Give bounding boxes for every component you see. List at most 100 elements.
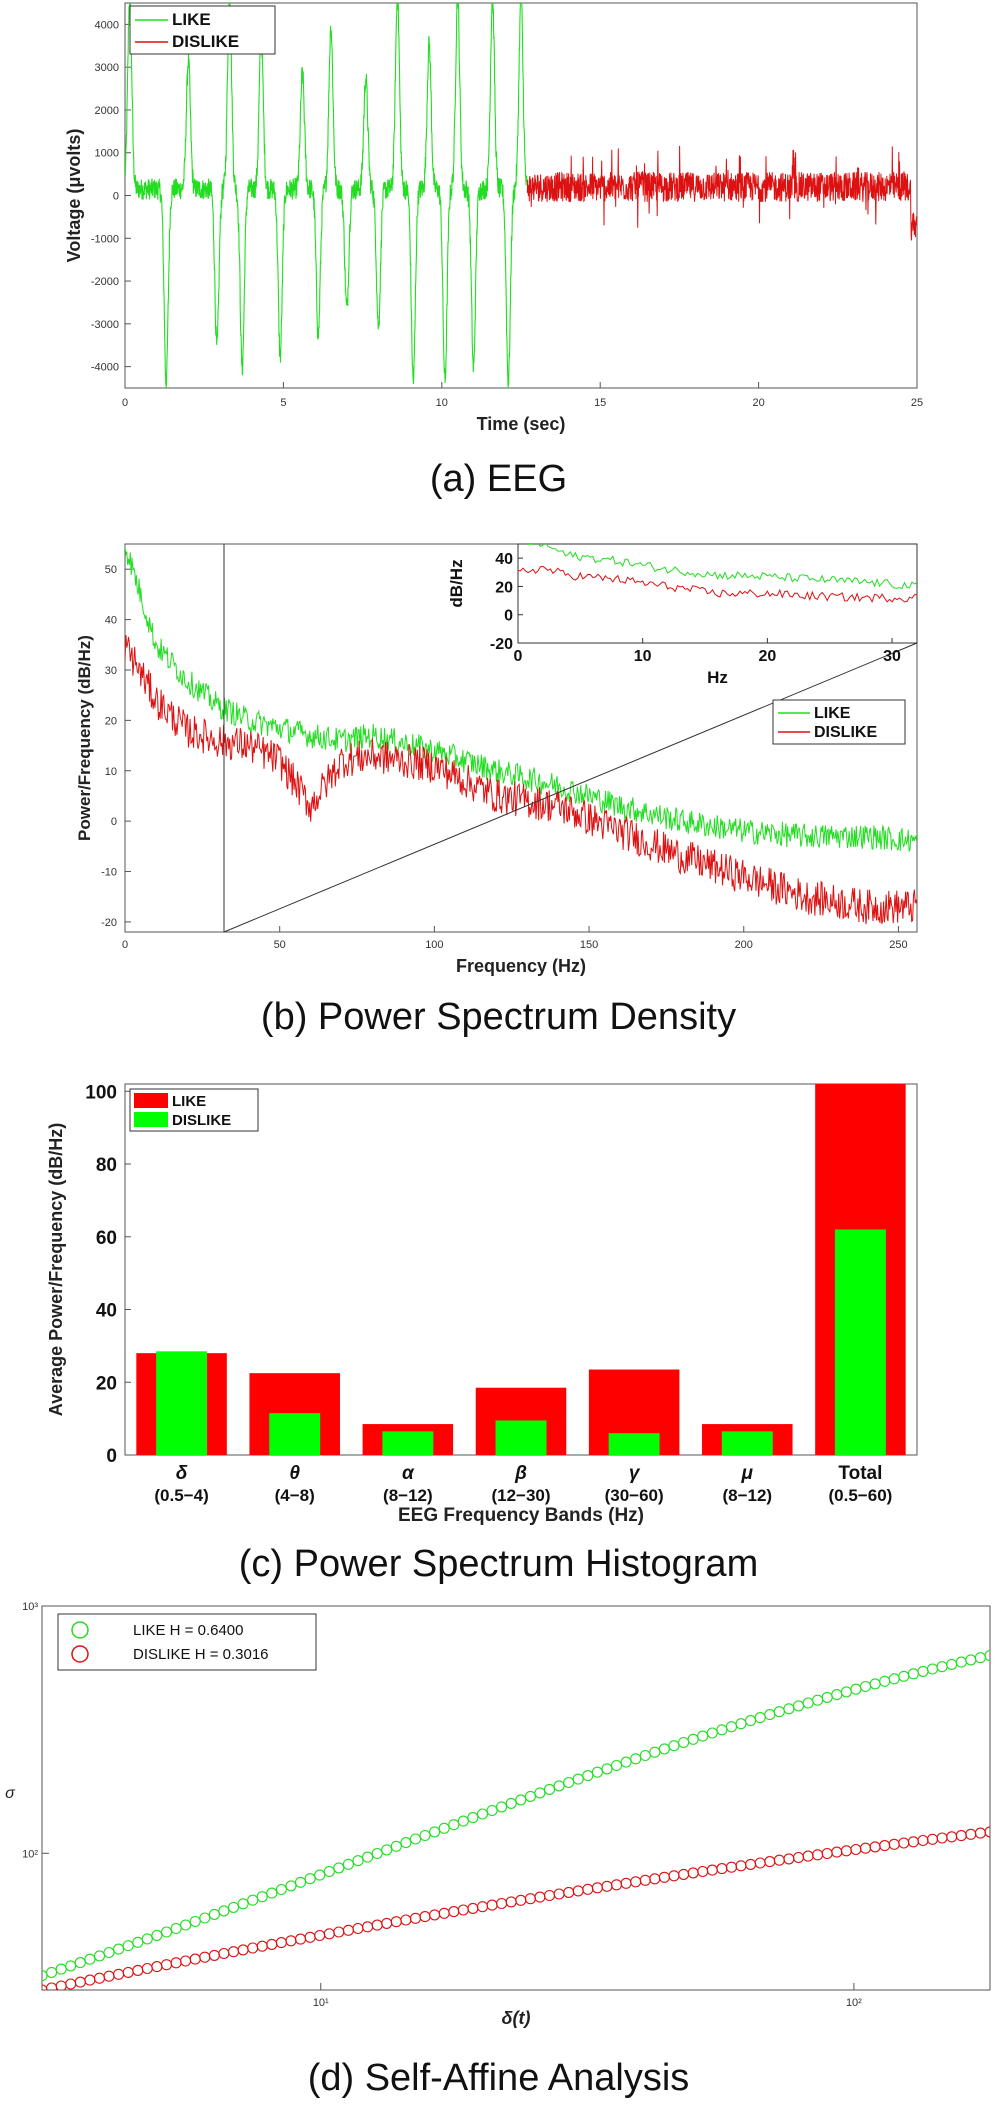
point-like: [658, 1743, 670, 1755]
inset-x-tick-label: 30: [883, 648, 901, 665]
x-tick-symbol: β: [514, 1463, 527, 1484]
point-like: [84, 1953, 96, 1965]
point-like: [515, 1794, 527, 1806]
x-tick-label: 200: [735, 939, 753, 951]
point-like: [429, 1826, 441, 1838]
y-tick-label: 20: [96, 1373, 117, 1394]
x-tick-symbol: γ: [629, 1463, 641, 1484]
point-like: [467, 1812, 479, 1824]
bar-dislike: [495, 1420, 547, 1455]
point-like: [113, 1943, 125, 1955]
inset-y-axis-label: dB/Hz: [447, 559, 466, 607]
x-axis-label: Time (sec): [477, 414, 566, 434]
point-like: [476, 1808, 489, 1820]
y-tick-label: 50: [105, 564, 117, 576]
scatter-group: [42, 1650, 990, 1990]
x-tick-range: (0.5−60): [829, 1486, 893, 1505]
legend-box: [772, 699, 906, 745]
point-like: [610, 1759, 623, 1772]
point-like: [984, 1650, 990, 1662]
point-like: [208, 1908, 220, 1920]
inset-series-like: [527, 544, 917, 590]
bar-dislike: [382, 1431, 434, 1455]
point-like: [151, 1929, 163, 1941]
y-axis-label: Average Power/Frequency (dB/Hz): [46, 1123, 66, 1416]
y-tick-label: 0: [106, 1446, 117, 1467]
x-tick-label: 0: [122, 939, 128, 951]
legend-box: [57, 1613, 317, 1671]
bar-dislike: [156, 1351, 208, 1455]
legend: LIKE DISLIKE: [129, 5, 276, 55]
point-like: [524, 1790, 536, 1802]
y-axis-label: Power/Frequency (dB/Hz): [75, 635, 94, 841]
x-tick-label: 20: [752, 397, 764, 409]
point-like: [160, 1926, 173, 1938]
inset-y-tick-label: 40: [495, 551, 513, 568]
point-like: [218, 1905, 230, 1917]
legend-swatch-like: [71, 1621, 89, 1639]
selfaffine-panel: 10¹ 10² 10² 10³ δ(t) σ LIKE H = 0.6400 DISLIKE …: [0, 1592, 997, 2052]
y-tick-label: 40: [96, 1301, 117, 1322]
x-tick-range: (8−12): [722, 1486, 772, 1505]
point-like: [103, 1946, 115, 1959]
point-like: [649, 1746, 661, 1758]
point-like: [601, 1763, 613, 1775]
y-tick-label: -20: [101, 917, 117, 929]
point-like: [170, 1922, 182, 1935]
point-like: [266, 1887, 278, 1899]
x-tick-symbol: μ: [741, 1463, 754, 1484]
legend: LIKE H = 0.6400 DISLIKE H = 0.3016: [57, 1613, 317, 1671]
x-tick-label: 25: [911, 397, 923, 409]
x-tick-range: (30−60): [605, 1486, 664, 1505]
point-like: [668, 1740, 680, 1752]
x-tick-symbol: δ: [176, 1463, 188, 1484]
point-like: [505, 1797, 517, 1809]
plot-frame: [124, 2, 918, 389]
caption-histogram: (c) Power Spectrum Histogram: [238, 1543, 759, 1585]
point-like: [639, 1749, 651, 1762]
x-tick-symbol: α: [402, 1463, 415, 1484]
point-like: [496, 1801, 508, 1813]
psd-panel: 0 50 100 150 200 250 -20 -10 0 10 20 30 40 50 Frequenc…: [0, 530, 997, 1000]
bar-dislike: [269, 1413, 321, 1455]
legend-label-like: LIKE: [172, 10, 211, 29]
legend-label-like: LIKE: [172, 1093, 206, 1110]
point-like: [42, 1970, 48, 1982]
point-like: [342, 1858, 354, 1870]
point-like: [285, 1880, 297, 1892]
x-tick-label: 0: [122, 397, 128, 409]
point-dislike: [984, 1826, 990, 1838]
histogram-panel: 0 20 40 60 80 100 Average Power/Frequency (dB/…: [0, 1070, 997, 1540]
inset-series-dislike: [518, 565, 917, 603]
x-tick-symbol: θ: [289, 1463, 300, 1484]
series-line-like: [125, 546, 917, 852]
y-tick-label: -3000: [91, 319, 119, 331]
point-like: [275, 1883, 287, 1896]
point-like: [227, 1901, 240, 1913]
psd-chart: 0 50 100 150 200 250-20-1001020304050Frequenc…: [75, 543, 918, 976]
inset-x-tick-label: 20: [758, 648, 776, 665]
x-tick-label: 10: [436, 397, 448, 409]
legend-label-dislike: DISLIKE: [172, 32, 239, 51]
legend-label-dislike: DISLIKE H = 0.3016: [133, 1646, 269, 1663]
point-like: [572, 1773, 584, 1785]
inset-frame: [517, 543, 918, 644]
point-like: [46, 1966, 58, 1978]
legend-label-dislike: DISLIKE: [814, 724, 877, 741]
point-like: [314, 1869, 326, 1881]
point-like: [132, 1936, 144, 1948]
bar-dislike: [834, 1229, 886, 1455]
point-like: [486, 1804, 498, 1817]
point-like: [553, 1780, 565, 1792]
x-tick-label: 50: [274, 939, 286, 951]
point-like: [381, 1844, 393, 1856]
legend-swatch-dislike: [71, 1645, 89, 1663]
x-tick-label: 150: [580, 939, 598, 951]
point-like: [591, 1766, 603, 1778]
caption-eeg: (a) EEG: [429, 458, 568, 500]
point-like: [141, 1933, 153, 1945]
y-tick-label: 20: [105, 715, 117, 727]
point-like: [438, 1822, 450, 1834]
y-tick-label: 10²: [22, 1848, 38, 1860]
point-like: [457, 1815, 469, 1827]
